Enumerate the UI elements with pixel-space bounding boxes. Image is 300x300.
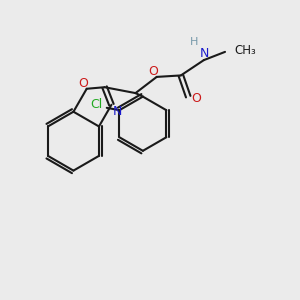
Text: N: N [113, 105, 122, 118]
Text: O: O [148, 64, 158, 77]
Text: H: H [190, 37, 198, 47]
Text: O: O [191, 92, 201, 106]
Text: N: N [200, 47, 209, 60]
Text: CH₃: CH₃ [234, 44, 256, 57]
Text: Cl: Cl [90, 98, 102, 111]
Text: O: O [78, 77, 88, 90]
